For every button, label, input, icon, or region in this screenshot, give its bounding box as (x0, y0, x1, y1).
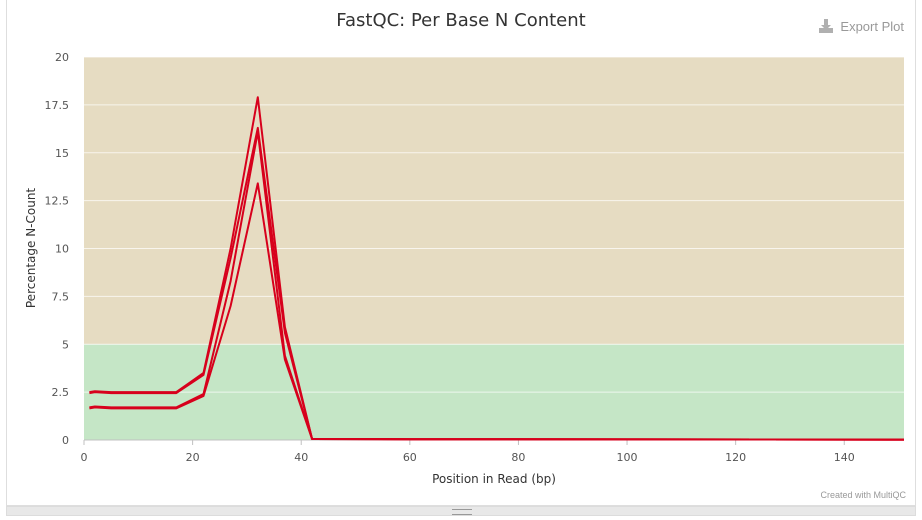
y-tick-label: 17.5 (45, 99, 70, 112)
x-tick-label: 140 (834, 451, 855, 464)
download-icon (818, 18, 834, 34)
y-tick-label: 20 (55, 51, 69, 64)
series-line-4[interactable] (89, 182, 905, 441)
y-tick-label: 12.5 (45, 195, 70, 208)
chart-title: FastQC: Per Base N Content (336, 10, 586, 31)
resize-handle[interactable] (6, 506, 916, 516)
y-tick-label: 5 (62, 338, 69, 351)
multiqc-credit: Created with MultiQC (820, 490, 906, 500)
y-tick-label: 7.5 (52, 290, 70, 303)
y-tick-label: 0 (62, 434, 69, 447)
x-tick-label: 20 (186, 451, 200, 464)
x-tick-label: 0 (81, 451, 88, 464)
x-tick-label: 80 (511, 451, 525, 464)
x-tick-label: 40 (294, 451, 308, 464)
export-plot-button[interactable]: Export Plot (818, 18, 904, 34)
x-tick-label: 120 (725, 451, 746, 464)
y-tick-label: 10 (55, 243, 69, 256)
grip-icon (452, 509, 472, 515)
y-axis-label: Percentage N-Count (24, 188, 38, 309)
y-tick-label: 15 (55, 147, 69, 160)
x-axis-label: Position in Read (bp) (432, 472, 556, 486)
x-tick-label: 60 (403, 451, 417, 464)
export-plot-label: Export Plot (840, 18, 904, 34)
y-tick-label: 2.5 (52, 386, 70, 399)
x-tick-label: 100 (617, 451, 638, 464)
